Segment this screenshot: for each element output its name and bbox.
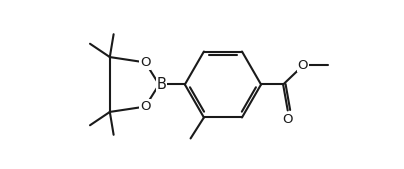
Text: O: O [140, 100, 151, 113]
Text: O: O [282, 113, 293, 126]
Text: O: O [298, 59, 308, 72]
Text: O: O [140, 56, 151, 69]
Text: B: B [156, 77, 166, 92]
